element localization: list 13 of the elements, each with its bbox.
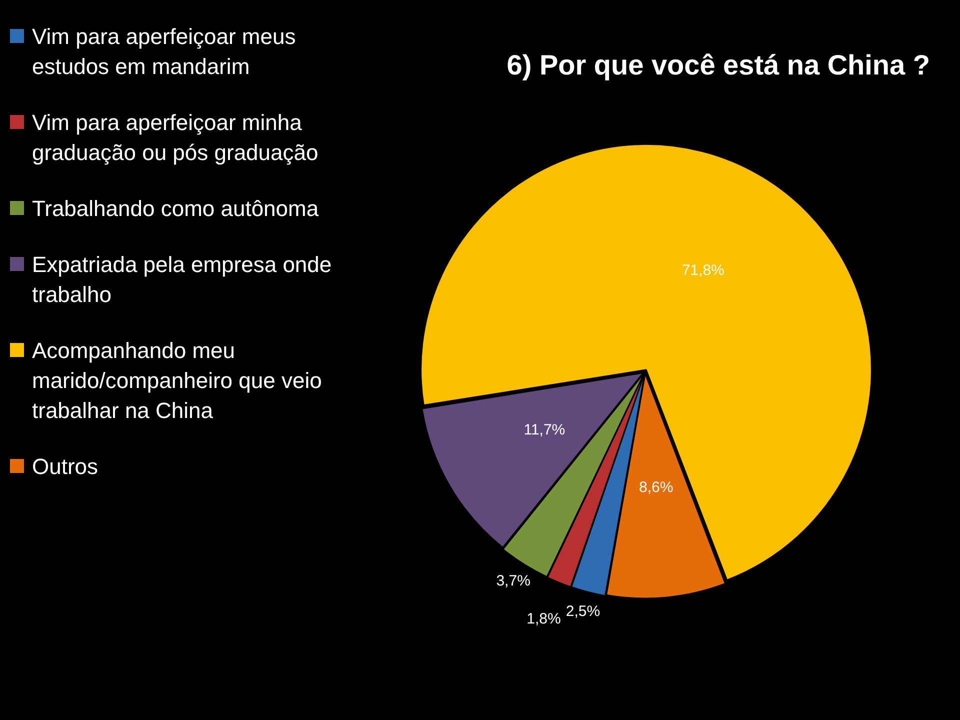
data-label: 1,8% <box>526 610 561 628</box>
legend-label: Acompanhando meu marido/companheiro que veio trabalhar na China <box>32 337 323 425</box>
legend-label: Expatriada pela empresa onde trabalho <box>32 251 333 309</box>
data-label: 71,8% <box>682 262 724 280</box>
data-label: 11,7% <box>524 421 566 438</box>
data-label: 2,5% <box>566 602 600 620</box>
legend-label: Vim para aperfeiçoar minha graduação ou pós graduação <box>32 109 320 167</box>
data-label: 3,7% <box>496 572 530 590</box>
data-label: 8,6% <box>638 478 674 496</box>
text: 6) Por que você está na China ? <box>506 50 930 81</box>
legend-label: Outros <box>32 453 98 481</box>
legend-label: Vim para aperfeiçoar meus estudos em mandarim <box>32 23 297 81</box>
legend-label: Trabalhando como autônoma <box>32 195 319 223</box>
